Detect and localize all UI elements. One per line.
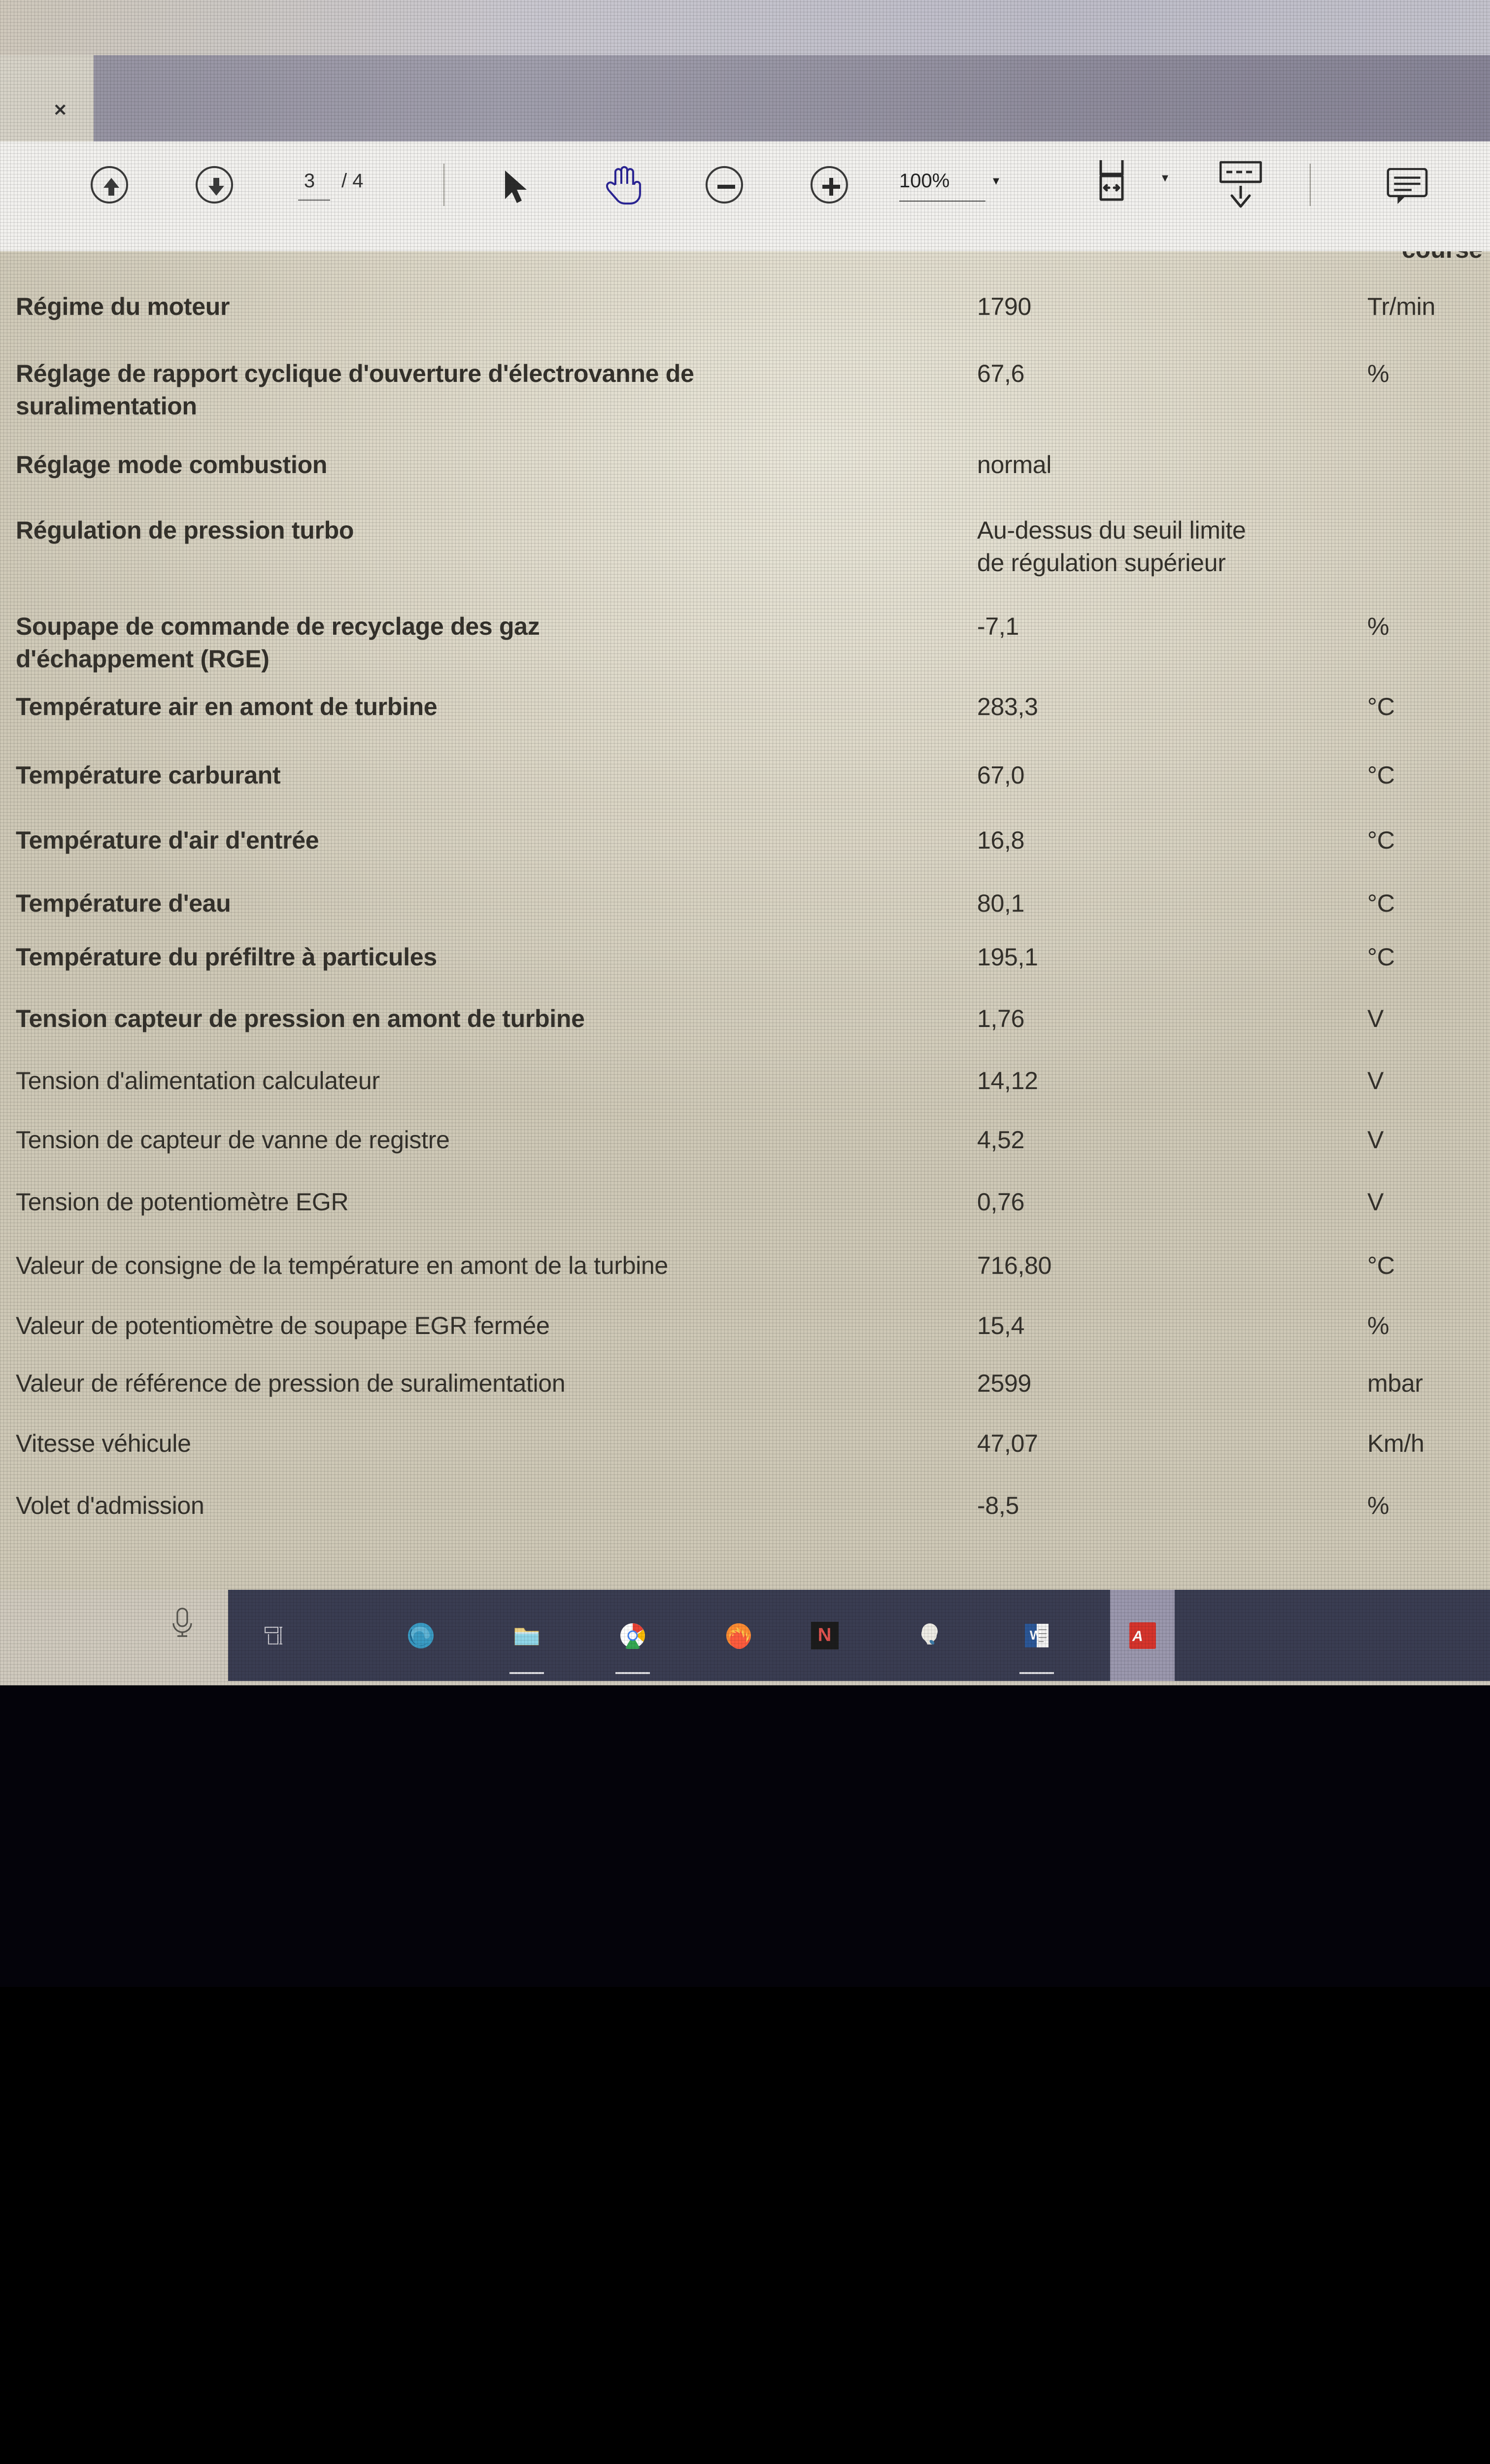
- svg-text:A: A: [1132, 1628, 1143, 1644]
